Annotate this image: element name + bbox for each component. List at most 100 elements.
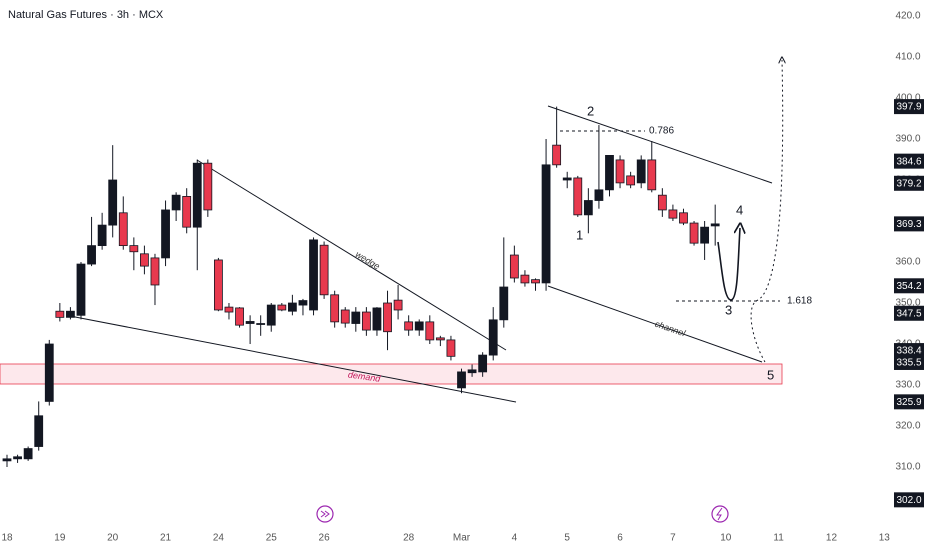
candle-body	[605, 155, 614, 191]
event-icon[interactable]	[711, 505, 729, 523]
x-tick-label: 7	[670, 533, 676, 544]
candle-body	[372, 307, 382, 331]
candle-body	[44, 343, 54, 402]
event-icon[interactable]	[316, 505, 334, 523]
wave-label: 3	[725, 302, 732, 317]
candle-body	[361, 311, 371, 331]
candle-body	[615, 159, 625, 184]
x-tick-label: 12	[826, 533, 838, 544]
candle-body	[140, 253, 149, 267]
channel-upper	[547, 105, 773, 184]
y-tick-label: 410.0	[895, 52, 920, 63]
price-marker	[894, 278, 924, 294]
candle-body	[245, 321, 255, 324]
candle-body	[34, 415, 44, 447]
chart-title: Natural Gas Futures · 3h · MCX	[8, 9, 164, 21]
candle-body	[319, 244, 329, 296]
wave-label: 5	[767, 367, 774, 382]
demand-zone	[0, 363, 783, 385]
price-marker-label: 384.6	[896, 156, 921, 167]
candle-body	[509, 254, 519, 279]
wedge-lower	[69, 315, 517, 403]
price-marker-label: 379.2	[896, 178, 921, 189]
candle-body	[710, 223, 720, 227]
channel-lower	[547, 285, 763, 363]
x-tick-label: 11	[773, 533, 784, 544]
candle-body	[23, 448, 33, 460]
candle-body	[404, 321, 414, 331]
candle-body	[108, 179, 118, 226]
x-tick-label: 13	[879, 533, 891, 544]
drawings	[69, 60, 783, 403]
y-tick-label: 310.0	[895, 462, 920, 473]
price-marker-label: 347.5	[896, 308, 921, 319]
event-glyph	[716, 507, 723, 521]
candle-body	[531, 279, 540, 284]
candle-body	[499, 286, 509, 321]
candle-body	[626, 175, 636, 186]
price-marker	[894, 354, 924, 370]
candle-body	[161, 209, 170, 259]
projection	[750, 60, 783, 363]
y-tick-label: 400.0	[895, 93, 920, 104]
candle-body	[647, 159, 657, 191]
wedge-upper	[196, 159, 507, 351]
candle-body	[55, 310, 65, 318]
price-marker-label: 338.4	[896, 346, 921, 357]
x-tick-label: 26	[319, 533, 331, 544]
price-marker	[894, 492, 924, 508]
price-marker-label: 369.3	[896, 219, 921, 230]
y-tick-label: 330.0	[895, 380, 920, 391]
x-tick-label: 10	[720, 533, 732, 544]
x-tick-label: 5	[564, 533, 570, 544]
annotation: demand	[347, 369, 382, 384]
candle-body	[520, 274, 530, 284]
annotation: wedge	[354, 249, 382, 271]
x-tick-label: 20	[107, 533, 119, 544]
price-marker	[894, 305, 924, 321]
x-tick-label: 28	[403, 533, 415, 544]
x-tick-label: 25	[266, 533, 278, 544]
x-tick-label: 19	[54, 533, 66, 544]
candle-body	[457, 371, 466, 389]
wave-label: 4	[736, 202, 743, 217]
price-marker-label: 325.9	[896, 397, 921, 408]
y-tick-label: 360.0	[895, 257, 920, 268]
candle-body	[66, 310, 75, 318]
y-tick-label: 390.0	[895, 134, 920, 145]
price-marker	[894, 99, 924, 115]
price-marker-label: 302.0	[896, 495, 921, 506]
annotation: channel	[654, 319, 688, 339]
candle-body	[287, 302, 297, 312]
x-tick-label: 18	[1, 533, 13, 544]
candle-body	[97, 224, 107, 247]
candle-body	[298, 300, 308, 306]
candle-body	[87, 245, 96, 265]
candle-body	[309, 239, 318, 311]
candle-body	[235, 307, 244, 326]
candle-body	[700, 226, 710, 244]
candle-body	[478, 354, 488, 373]
price-marker-label: 354.2	[896, 281, 921, 292]
candle-body	[2, 458, 12, 462]
candle-body	[541, 164, 551, 284]
price-marker-label: 397.9	[896, 102, 921, 113]
candle-body	[213, 259, 223, 311]
candle-body	[351, 311, 361, 324]
candle-body	[129, 245, 139, 253]
annotation: 1.618	[787, 296, 812, 307]
candle-body	[340, 309, 350, 324]
candle-body	[192, 162, 202, 228]
candle-body	[256, 323, 266, 325]
candle-body	[689, 222, 699, 244]
candle-body	[679, 212, 688, 224]
candle-body	[573, 177, 583, 216]
candle-body	[425, 321, 435, 341]
candle-body	[393, 299, 403, 311]
candle-body	[383, 302, 392, 333]
event-icons	[316, 505, 729, 523]
price-marker	[894, 175, 924, 191]
annotation: 0.786	[649, 126, 674, 137]
x-tick-label: Mar	[453, 533, 471, 544]
